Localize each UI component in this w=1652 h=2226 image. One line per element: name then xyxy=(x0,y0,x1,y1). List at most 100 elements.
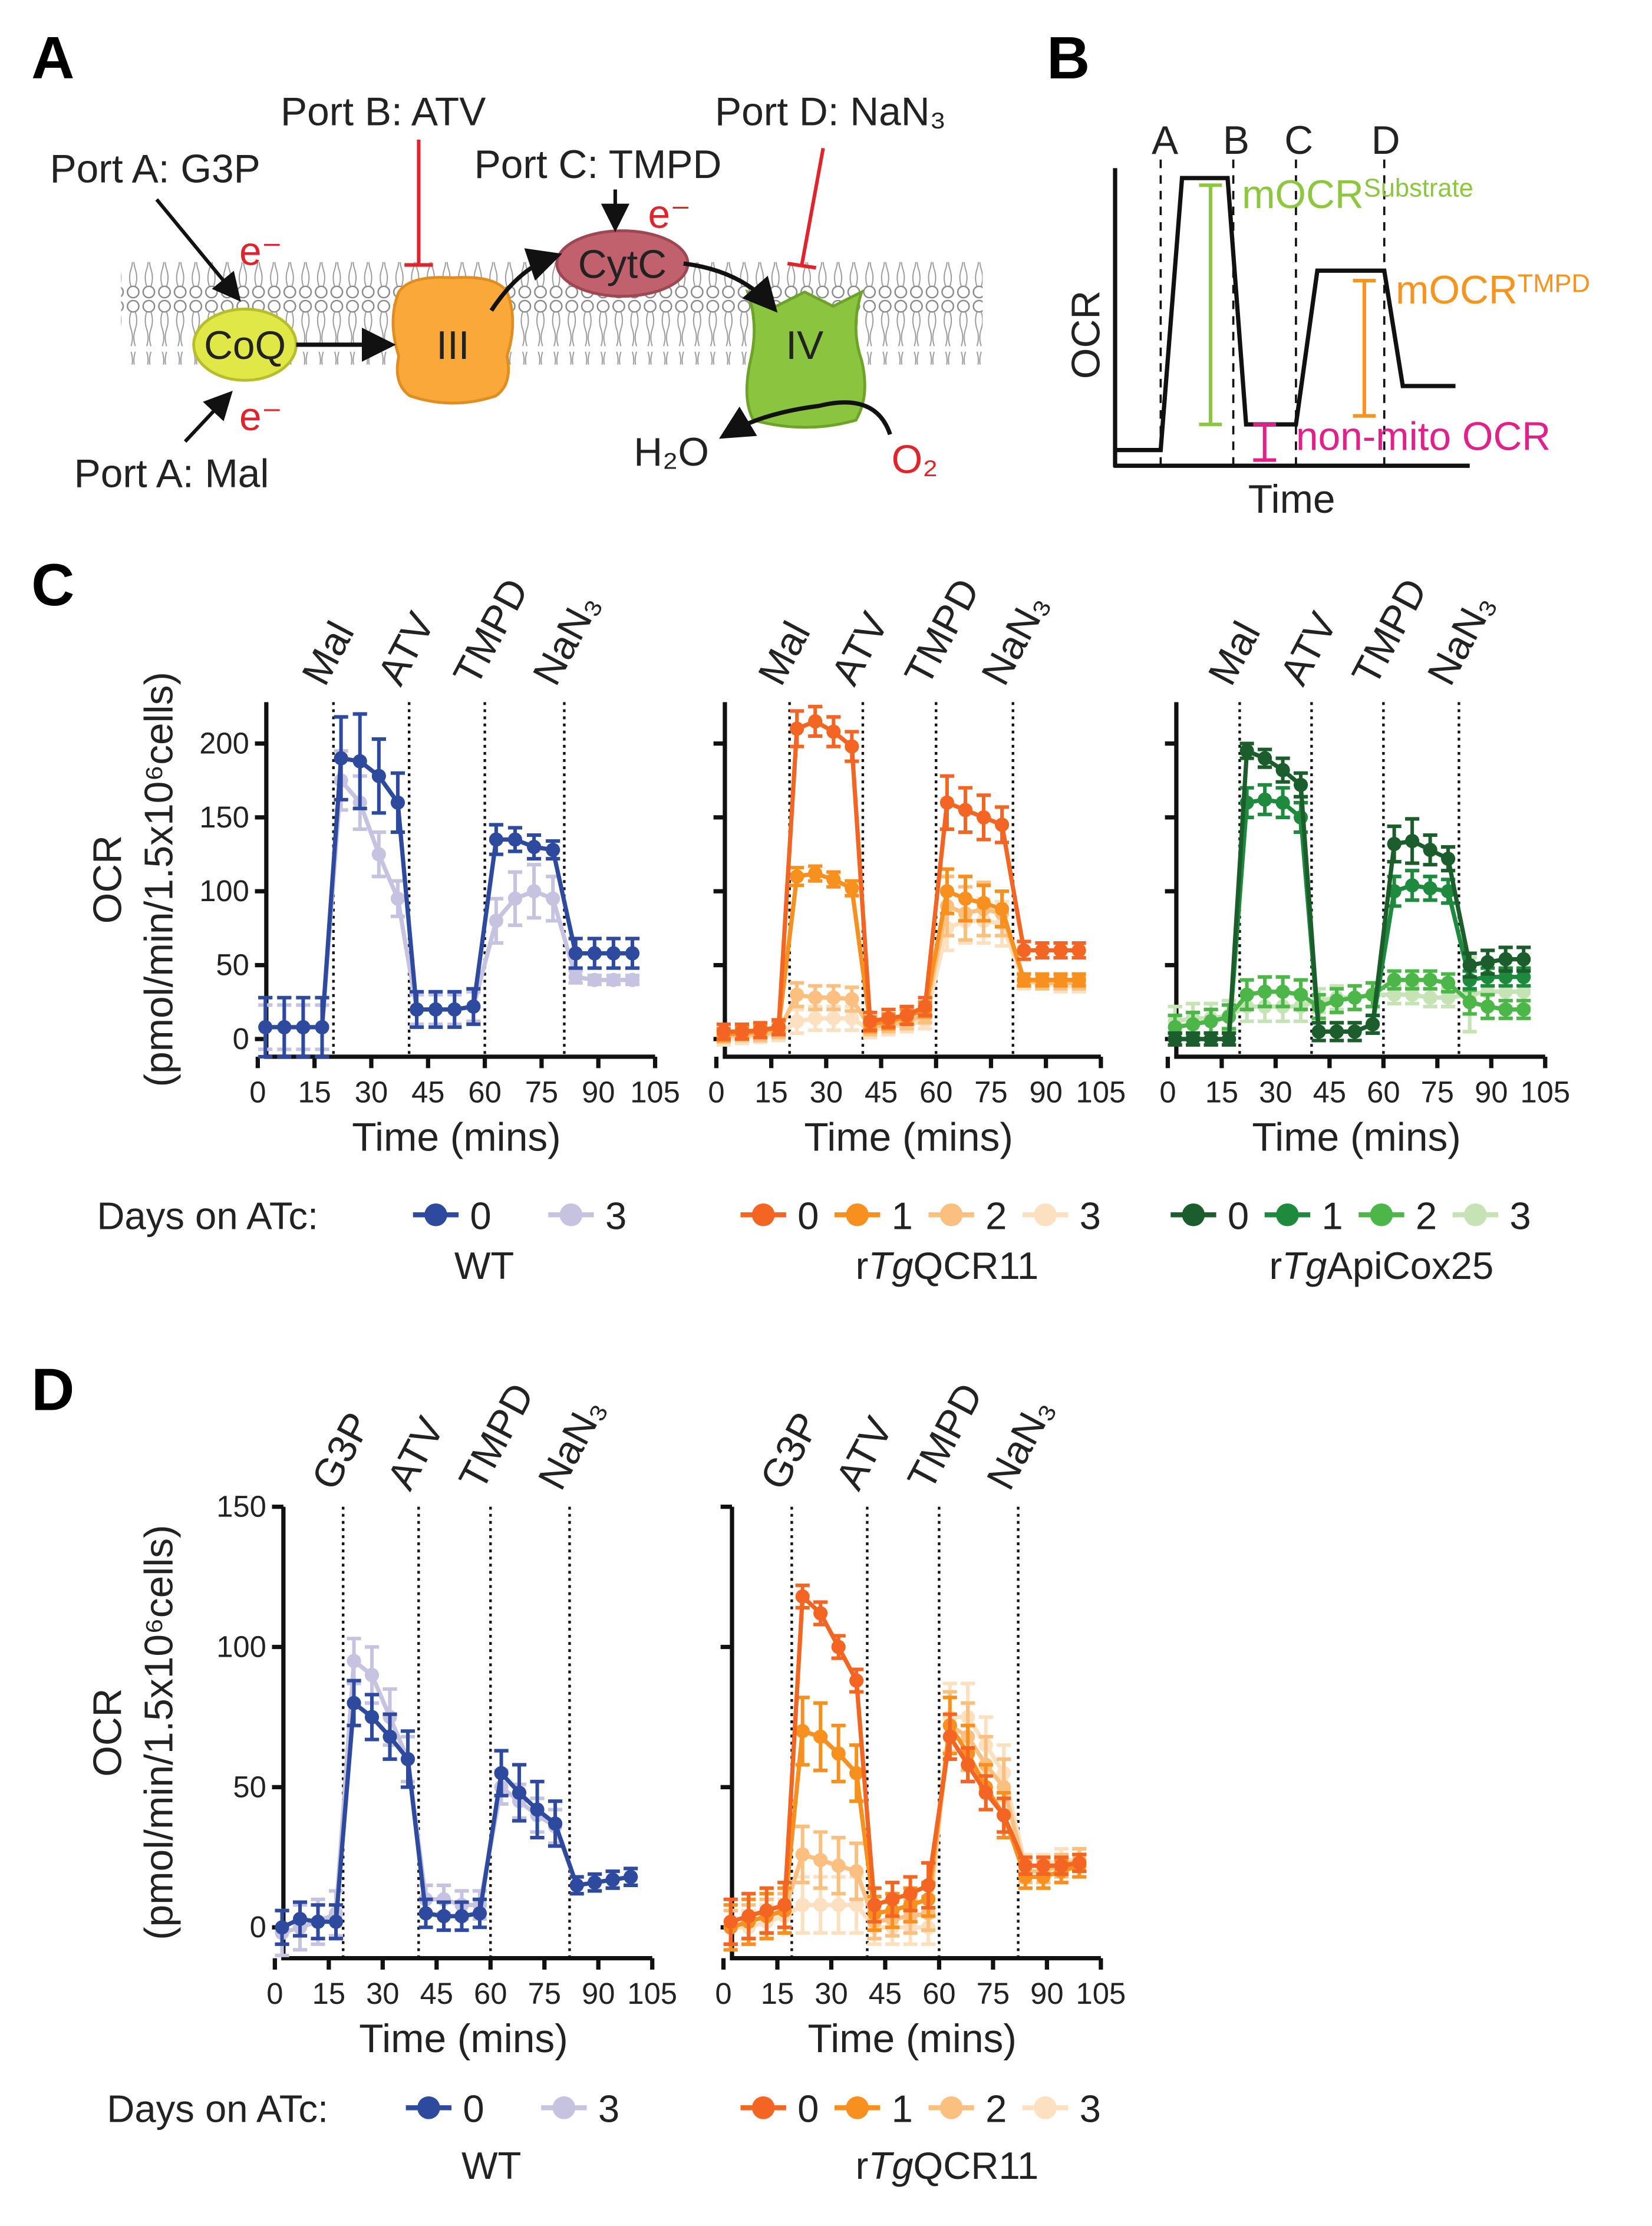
data-point xyxy=(315,1020,329,1034)
x-tick-label: 45 xyxy=(420,1977,453,2010)
data-point xyxy=(753,1023,768,1038)
data-point xyxy=(1480,955,1495,969)
data-point xyxy=(1480,999,1495,1014)
data-point xyxy=(795,1724,810,1739)
legend-marker xyxy=(552,2096,576,2119)
data-point xyxy=(790,987,804,1002)
data-point xyxy=(625,946,640,961)
data-point xyxy=(494,1766,509,1780)
complex-label: III xyxy=(436,324,469,368)
data-point xyxy=(790,1014,804,1028)
data-point xyxy=(1441,852,1456,866)
legend-label: 2 xyxy=(985,2088,1007,2131)
data-point xyxy=(1516,952,1531,967)
oxygen: O₂ xyxy=(892,437,938,482)
injection-label: NaN₃ xyxy=(530,1391,614,1497)
legend-label: 1 xyxy=(1321,1194,1343,1237)
annotation: mOCRTMPD xyxy=(1396,268,1590,312)
data-point xyxy=(921,1878,936,1893)
x-tick-label: 90 xyxy=(1475,1075,1508,1109)
data-point xyxy=(328,1914,344,1929)
port-label: Port D: NaN₃ xyxy=(715,90,946,134)
legend-marker xyxy=(1182,1203,1205,1226)
data-point xyxy=(418,1906,433,1921)
group-label-part: r xyxy=(856,1244,869,1287)
data-point xyxy=(1498,969,1513,984)
injection-label: ATV xyxy=(1272,605,1346,692)
data-point xyxy=(1516,984,1531,999)
x-tick-label: 105 xyxy=(627,1977,677,2010)
series-line xyxy=(723,718,1079,1034)
group-label: rTgQCR11 xyxy=(856,2144,1039,2187)
x-tick-label: 90 xyxy=(582,1075,615,1109)
data-point xyxy=(489,832,503,847)
data-point xyxy=(1405,987,1420,1002)
x-tick-label: 45 xyxy=(869,1977,902,2010)
x-tick-label: 30 xyxy=(355,1075,388,1109)
x-tick-label: 60 xyxy=(919,1075,952,1109)
data-point xyxy=(447,1002,462,1017)
injection-letter: C xyxy=(1284,118,1313,163)
x-tick-label: 15 xyxy=(754,1075,787,1109)
panel-label: C xyxy=(31,551,74,618)
x-tick-label: 0 xyxy=(1159,1075,1176,1109)
x-tick-label: 0 xyxy=(249,1075,266,1109)
data-point xyxy=(1423,881,1437,896)
data-point xyxy=(734,1024,750,1039)
data-point xyxy=(831,1640,846,1654)
y-axis-title: OCR xyxy=(85,835,130,924)
data-point xyxy=(831,1746,846,1761)
legend-marker xyxy=(1370,1203,1393,1226)
annotation-main: mOCR xyxy=(1396,268,1518,312)
legend-label: 3 xyxy=(1080,2088,1101,2131)
injection-label: Mal xyxy=(294,615,362,692)
data-point xyxy=(625,972,640,987)
data-point xyxy=(489,914,503,928)
data-point xyxy=(364,1668,380,1683)
legend-label: 0 xyxy=(797,2088,819,2131)
data-point xyxy=(1203,1014,1218,1028)
legend-label: 0 xyxy=(470,1194,491,1237)
legend-label: 1 xyxy=(892,1194,913,1237)
legend-marker xyxy=(559,1203,583,1226)
legend-label: 3 xyxy=(1080,1194,1101,1237)
bracket xyxy=(1353,279,1376,418)
data-point xyxy=(1036,1858,1051,1873)
data-point xyxy=(546,842,560,858)
data-point xyxy=(1405,972,1420,987)
group-label-part: Tg xyxy=(868,1244,913,1287)
series-line xyxy=(281,1699,631,1930)
x-tick-label: 90 xyxy=(582,1977,615,2010)
injection-label: ATV xyxy=(370,605,444,692)
data-point xyxy=(1168,1031,1182,1047)
legend-label: 1 xyxy=(892,2088,913,2131)
injection-label: Mal xyxy=(750,615,819,692)
data-point xyxy=(741,1909,756,1924)
data-point xyxy=(903,1887,918,1901)
data-point xyxy=(428,1002,443,1017)
data-point xyxy=(849,1898,864,1912)
data-point xyxy=(587,972,602,987)
data-point xyxy=(383,1729,397,1744)
x-tick-label: 15 xyxy=(761,1977,794,2010)
data-point xyxy=(939,884,954,899)
data-point xyxy=(1293,777,1308,792)
data-point xyxy=(546,891,560,906)
arrow xyxy=(489,248,562,312)
data-point xyxy=(808,714,823,729)
data-point xyxy=(831,1858,846,1873)
data-point xyxy=(961,1757,975,1772)
x-axis-title: Time (mins) xyxy=(352,1116,560,1160)
legend-marker xyxy=(939,1203,963,1226)
data-point xyxy=(624,1869,638,1884)
data-point xyxy=(530,1802,545,1817)
panel-label: B xyxy=(1047,24,1090,91)
data-point xyxy=(1035,943,1050,958)
data-point xyxy=(466,999,481,1014)
x-tick-label: 0 xyxy=(266,1977,283,2010)
data-point xyxy=(939,795,954,810)
y-tick-label: 150 xyxy=(216,1490,266,1523)
